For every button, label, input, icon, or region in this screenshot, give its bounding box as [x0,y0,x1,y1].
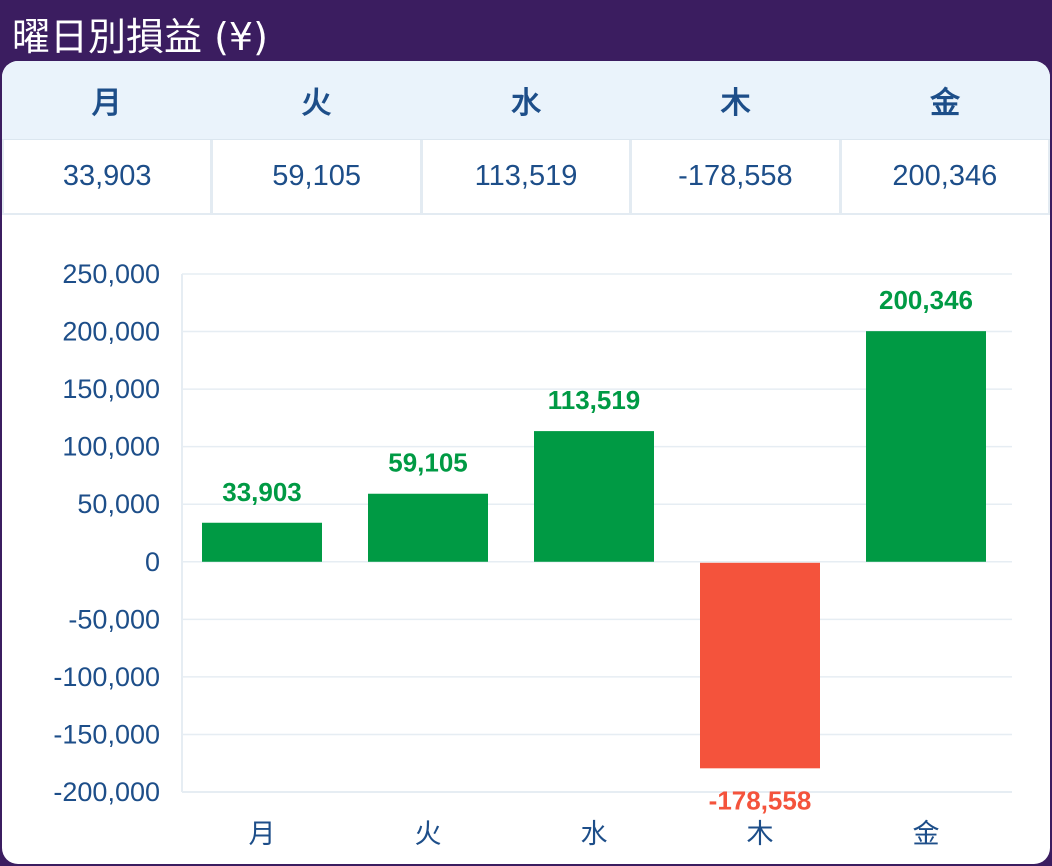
header-cell-tue: 火 [301,86,332,121]
y-tick-label: -200,000 [53,777,160,807]
header-cell-thu: 木 [720,86,751,121]
value-cell-tue: 59,105 [210,140,419,213]
y-tick-label: -50,000 [68,604,160,634]
value-cell-fri: 200,346 [838,140,1050,213]
x-tick-label: 金 [913,819,940,850]
bar [202,522,322,562]
chart-panel: 月 火 水 木 金 33,903 59,105 113,519 -178,558… [2,61,1050,864]
x-tick-label: 月 [249,819,276,850]
x-tick-label: 水 [581,819,608,850]
summary-table: 月 火 水 木 金 33,903 59,105 113,519 -178,558… [2,61,1050,215]
y-tick-label: 250,000 [62,259,160,289]
value-cell-thu: -178,558 [629,140,838,213]
value-cell-mon: 33,903 [2,140,210,213]
header-cell-wed: 水 [510,86,541,121]
y-tick-label: 200,000 [62,317,160,347]
data-label: -178,558 [709,785,812,815]
y-tick-label: 100,000 [62,432,160,462]
data-label: 59,105 [388,448,468,478]
header-cell-mon: 月 [91,86,122,121]
bar [368,493,488,562]
chart-title: 曜日別損益 (¥) [12,15,268,59]
bar [700,562,820,769]
data-label: 113,519 [548,385,641,415]
data-label: 200,346 [879,285,973,315]
header-cell-fri: 金 [930,86,961,121]
y-tick-label: -100,000 [53,662,160,692]
x-tick-label: 火 [415,819,442,850]
value-cell-wed: 113,519 [419,140,629,213]
y-tick-label: 0 [145,547,160,577]
y-tick-label: -150,000 [53,719,160,749]
bar [534,431,654,562]
y-tick-label: 50,000 [77,489,160,519]
summary-value-row: 33,903 59,105 113,519 -178,558 200,346 [2,140,1050,215]
data-label: 33,903 [222,477,302,507]
y-tick-label: 150,000 [62,374,160,404]
x-tick-label: 木 [747,819,774,850]
summary-header-row: 月 火 水 木 金 [2,61,1050,140]
bar-chart: 250,000 200,000 150,000 100,000 50,000 0 -50,0… [53,259,1012,850]
bar [866,331,986,562]
